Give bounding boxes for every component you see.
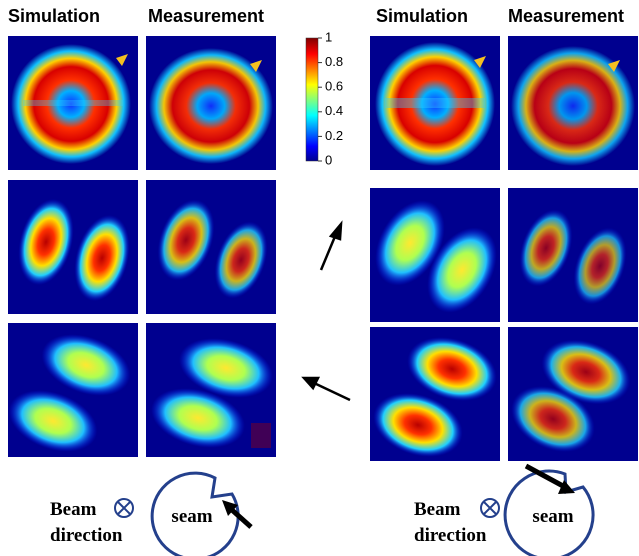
intensity-ring [11, 44, 131, 164]
intensity-lobe [157, 199, 215, 281]
intensity-lobe [74, 214, 130, 302]
intensity-image [508, 188, 638, 322]
legend-text: direction [414, 525, 487, 546]
marker-triangle [608, 60, 620, 72]
legend-left: Beam direction seam [50, 471, 253, 556]
legend-text: Beam [414, 499, 461, 520]
intensity-image [370, 188, 500, 322]
intensity-image [508, 327, 638, 461]
intensity-lobe [18, 198, 74, 286]
marker-triangle [250, 60, 262, 72]
intensity-ring [511, 46, 635, 166]
marker-triangle [474, 56, 486, 68]
column-header: Measurement [508, 6, 624, 26]
intensity-lobe [541, 339, 631, 405]
intensity-lobe [511, 386, 595, 452]
intensity-image [146, 36, 276, 170]
intensity-image [370, 36, 500, 170]
intensity-image [508, 36, 638, 170]
into-page-symbol [483, 501, 497, 515]
colorbar-ticks: 0 0.2 0.4 0.6 0.8 1 [318, 29, 343, 167]
intensity-image [8, 36, 138, 170]
intensity-ring [375, 42, 495, 166]
intensity-lobe [375, 200, 445, 286]
colorbar-tick-label: 0.4 [325, 103, 343, 118]
intensity-ring [149, 48, 273, 164]
intensity-image [146, 323, 276, 457]
colorbar [305, 37, 319, 162]
column-header: Simulation [8, 6, 100, 26]
intensity-gap [23, 100, 123, 106]
into-page-symbol [114, 498, 134, 518]
colorbar-tick-label: 0.8 [325, 54, 343, 69]
intensity-lobe [573, 227, 627, 305]
legend-text: direction [50, 525, 123, 546]
intensity-image [8, 323, 138, 457]
intensity-lobe [179, 338, 273, 398]
intensity-image [370, 327, 500, 461]
colorbar-tick-label: 1 [325, 29, 332, 44]
seam-arrow [222, 500, 238, 516]
noise [251, 423, 271, 448]
colorbar-tick-label: 0 [325, 152, 332, 167]
beam-outline [150, 471, 240, 556]
colorbar-tick-label: 0.2 [325, 128, 343, 143]
intensity-lobe [151, 388, 245, 448]
marker-triangle [116, 54, 128, 66]
column-header: Simulation [376, 6, 468, 26]
seam-arrow [524, 463, 565, 489]
seam-arrow [558, 480, 575, 494]
intensity-lobe [519, 209, 573, 287]
seam-label: seam [532, 506, 573, 527]
legend-right: Beam direction seam [414, 463, 595, 556]
intensity-gap [385, 98, 485, 108]
intensity-lobe [8, 390, 98, 452]
intensity-lobe [407, 337, 497, 401]
into-page-symbol [480, 498, 500, 518]
seam-arrow [230, 508, 253, 529]
intensity-image [8, 180, 138, 314]
colorbar-tick-label: 0.6 [325, 79, 343, 94]
intensity-lobe [41, 334, 131, 396]
into-page-symbol [117, 501, 131, 515]
intensity-lobe [214, 221, 268, 299]
panels [8, 36, 638, 461]
intensity-lobe [427, 227, 497, 313]
intensity-image [146, 180, 276, 314]
seam-label: seam [171, 506, 212, 527]
column-header: Measurement [148, 6, 264, 26]
legend-text: Beam [50, 499, 97, 520]
arrows [301, 220, 351, 402]
intensity-lobe [373, 393, 463, 457]
